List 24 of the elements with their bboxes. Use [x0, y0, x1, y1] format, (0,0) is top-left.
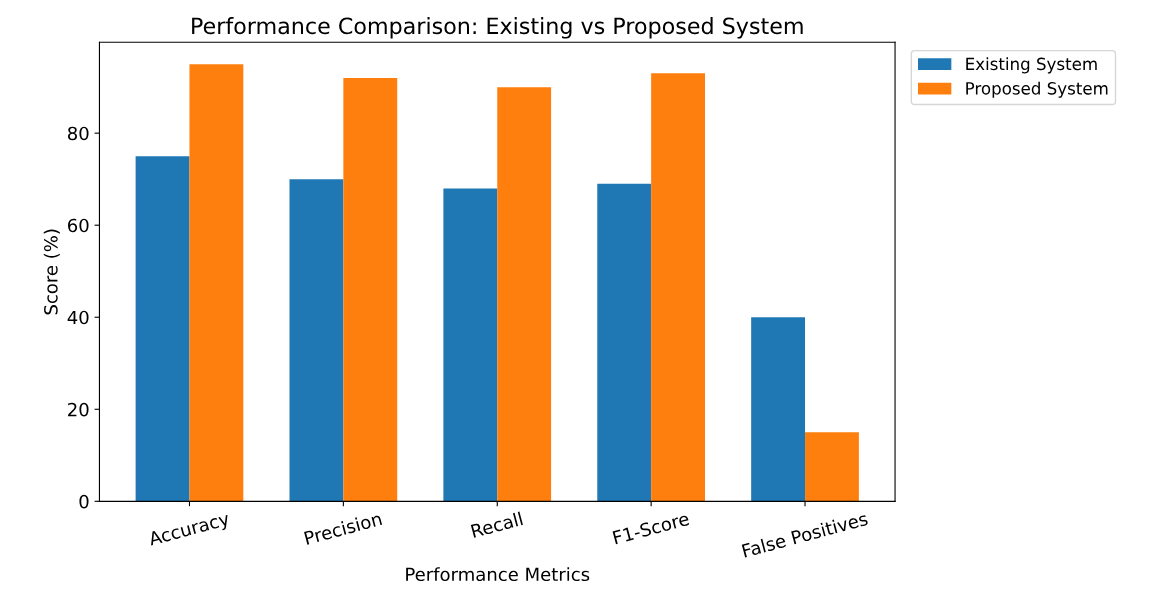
bar [443, 188, 498, 502]
bar [805, 432, 859, 502]
bar [343, 77, 398, 502]
x-tick-label: Precision [303, 511, 383, 545]
x-tick-label: F1-Score [612, 511, 690, 545]
x-axis-title: Performance Metrics [406, 567, 590, 582]
x-tick-label: Recall [470, 511, 523, 539]
y-tick-label: 60 [68, 218, 89, 233]
legend-label: Existing System [966, 57, 1097, 74]
bar [597, 183, 652, 502]
x-tick-label: False Positives [741, 511, 869, 558]
y-tick-label: 20 [68, 402, 89, 417]
bar [497, 87, 552, 502]
bar [189, 64, 244, 502]
legend-label: Proposed System [966, 81, 1108, 98]
y-axis-title: Score (%) [43, 229, 60, 315]
chart-title: Performance Comparison: Existing vs Proposed System [192, 17, 803, 39]
y-tick-label: 80 [67, 126, 89, 141]
y-tick-label: 40 [67, 310, 89, 325]
bar [651, 73, 705, 502]
bar [135, 156, 190, 502]
bar [751, 317, 806, 502]
y-tick-label: 0 [79, 494, 89, 509]
bar [289, 179, 344, 502]
